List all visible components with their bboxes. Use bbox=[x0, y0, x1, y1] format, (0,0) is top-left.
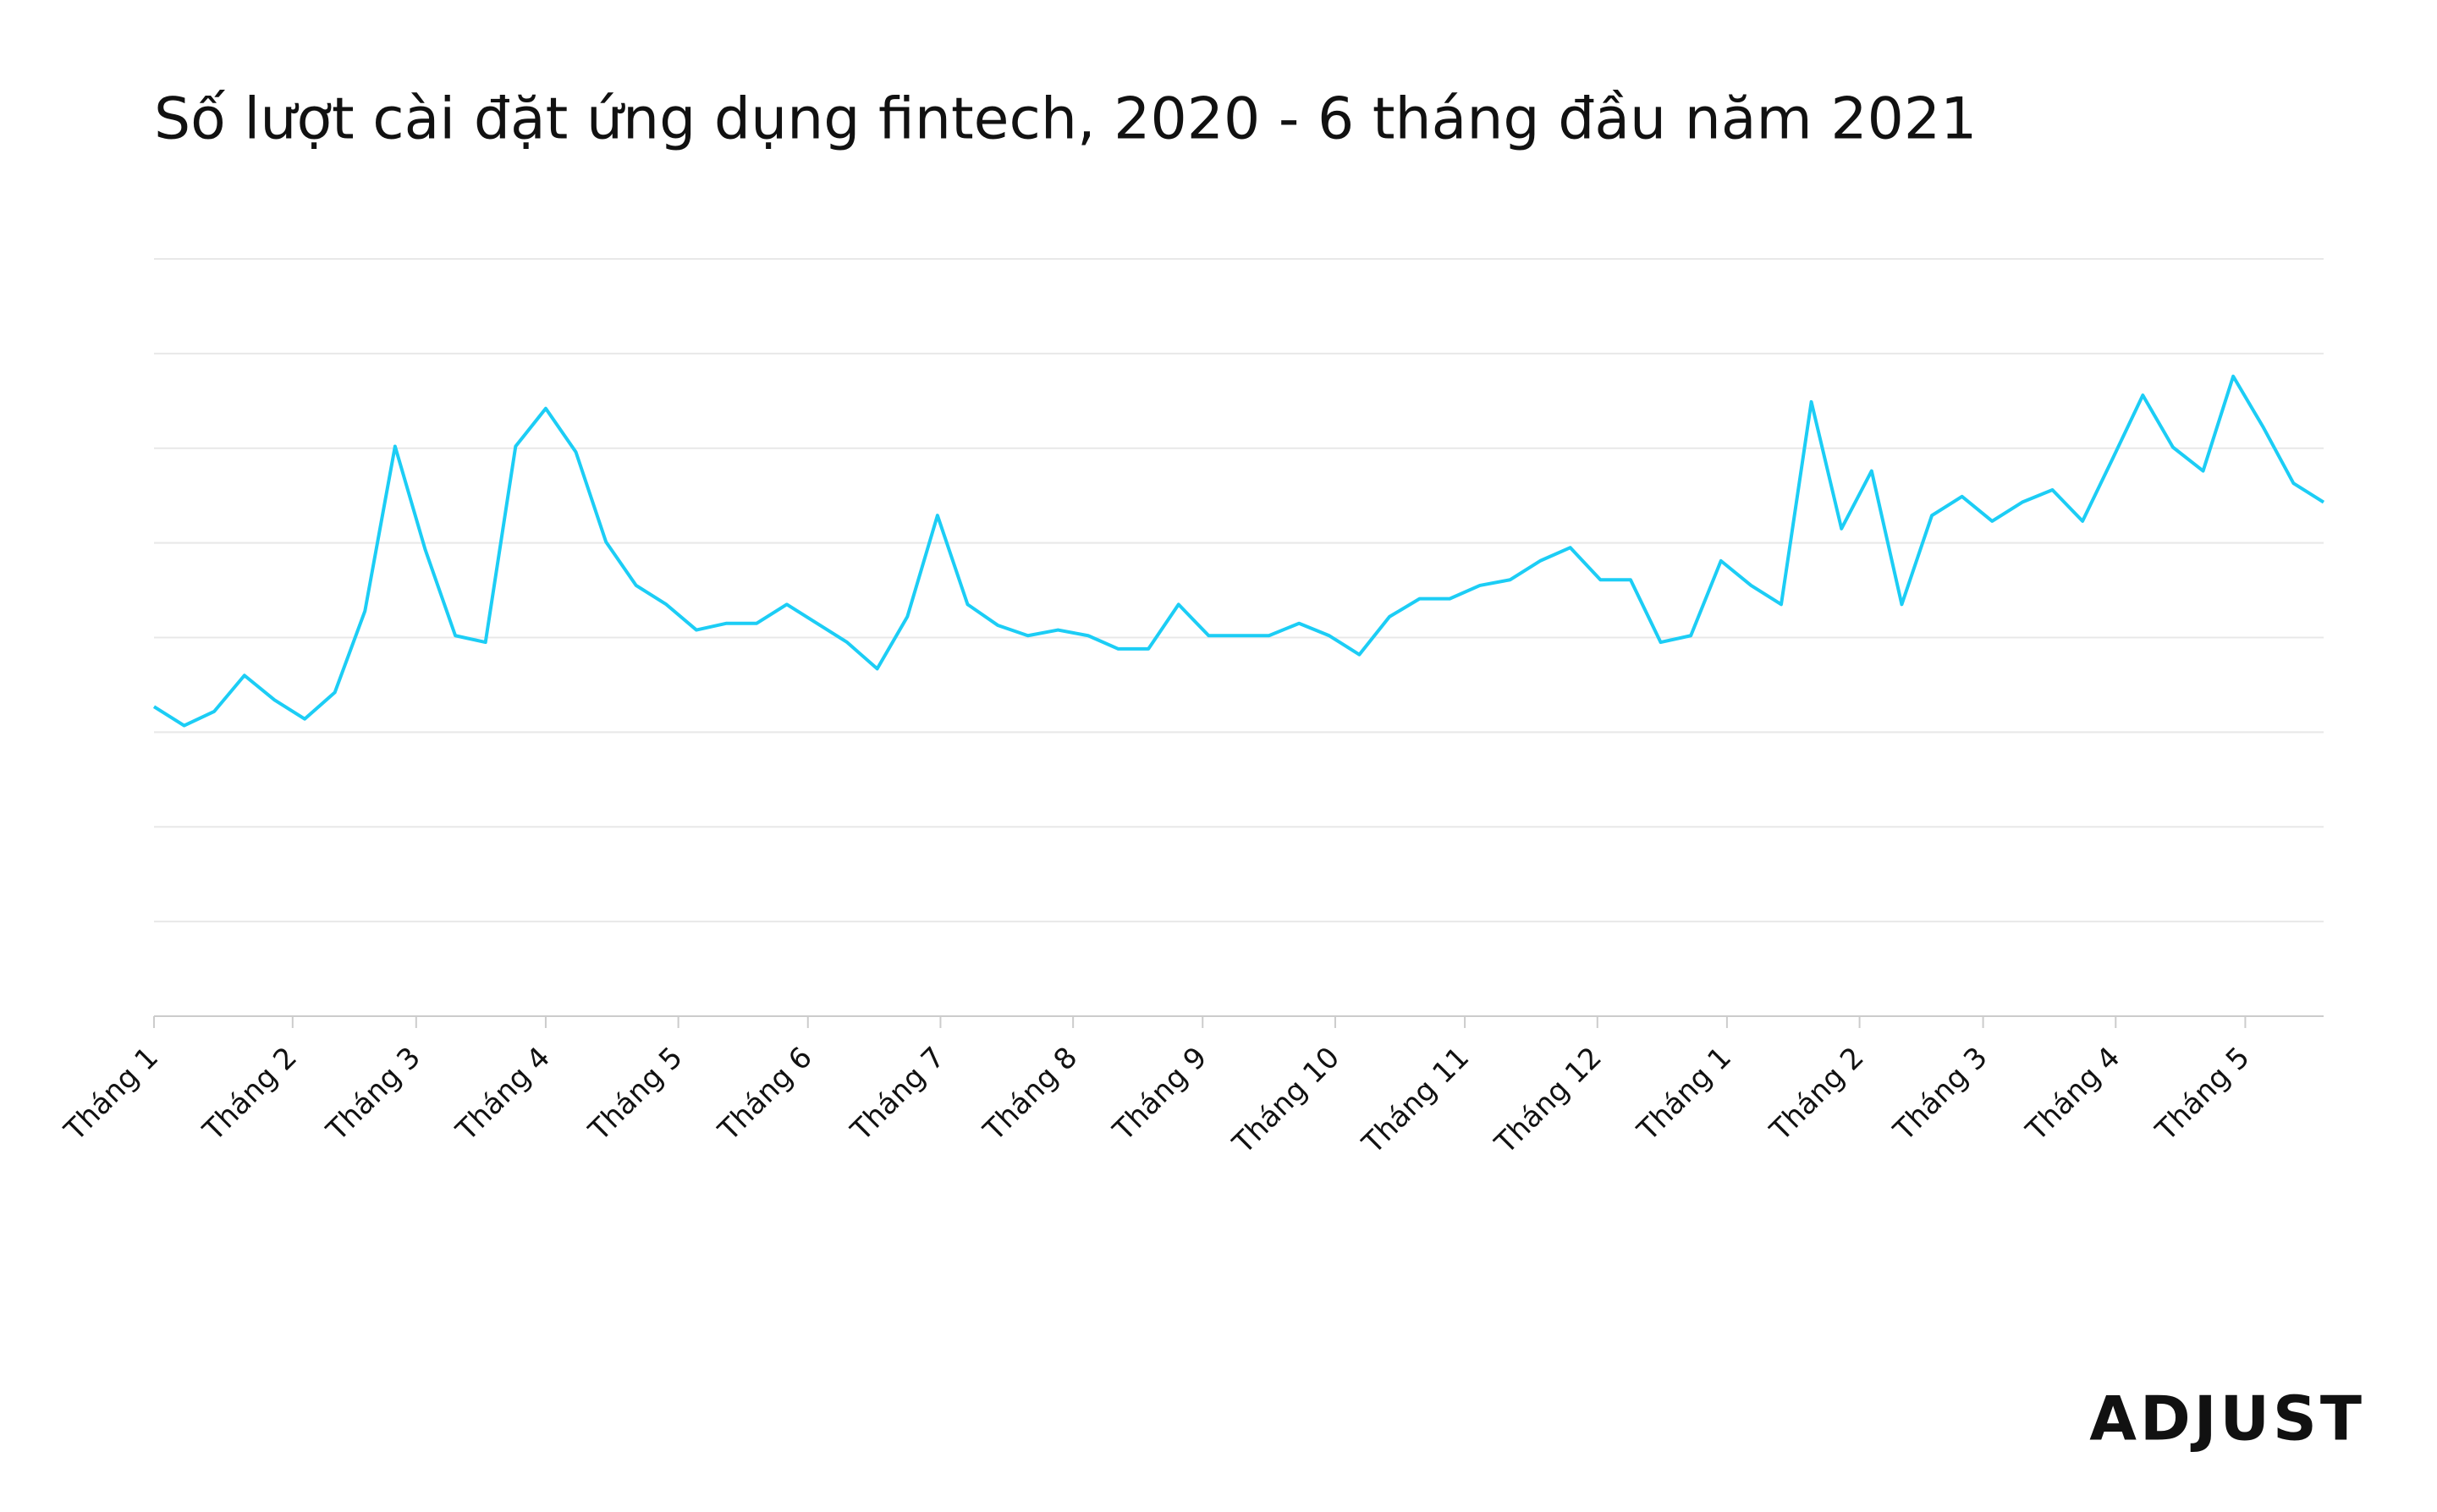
data-line bbox=[152, 374, 2325, 728]
chart-title: Số lượt cài đặt ứng dụng fintech, 2020 -… bbox=[154, 86, 1977, 153]
logo: ADJUST bbox=[2089, 1383, 2365, 1454]
